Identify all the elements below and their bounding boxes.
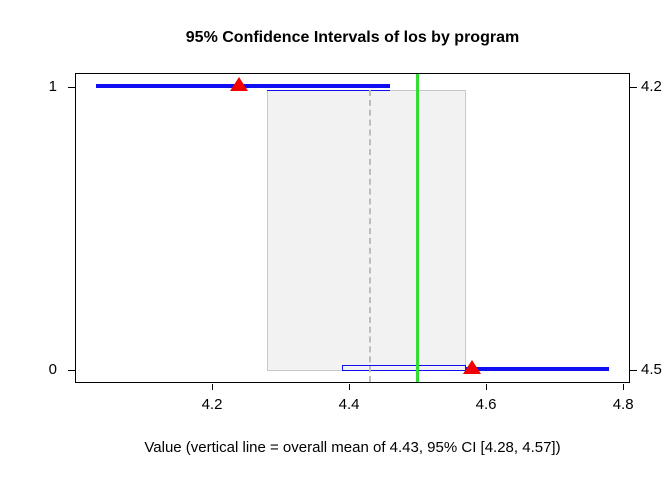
chart-title: 95% Confidence Intervals of los by progr… [185, 29, 520, 46]
ci-line-thick [465, 367, 610, 371]
overall-ci-band [266, 90, 466, 371]
overall-mean-dashed-line [368, 90, 371, 382]
plot-area-border [75, 73, 630, 383]
reference-line [416, 74, 420, 382]
x-axis-caption: Value (vertical line = overall mean of 4… [144, 439, 561, 456]
x-tick [622, 384, 624, 390]
group-mean-label-right: 4.5 [641, 361, 662, 378]
y-tick-right [630, 369, 637, 371]
mean-triangle-marker [230, 77, 249, 91]
y-tick-left [68, 369, 75, 371]
x-tick-label: 4.8 [612, 396, 634, 413]
x-tick-label: 4.6 [475, 396, 497, 413]
group-mean-label-right: 4.2 [641, 78, 662, 95]
ci-overlap-segment [266, 89, 391, 91]
y-tick-left [68, 86, 75, 88]
x-tick [348, 384, 350, 390]
x-tick-label: 4.4 [338, 396, 360, 413]
x-tick [211, 384, 213, 390]
y-tick-right [630, 86, 637, 88]
y-tick-label-left: 0 [48, 361, 57, 378]
ci-overlap-segment [342, 365, 466, 371]
x-tick [485, 384, 487, 390]
x-tick-label: 4.2 [201, 396, 223, 413]
mean-triangle-marker [463, 360, 482, 374]
y-tick-label-left: 1 [48, 78, 57, 95]
